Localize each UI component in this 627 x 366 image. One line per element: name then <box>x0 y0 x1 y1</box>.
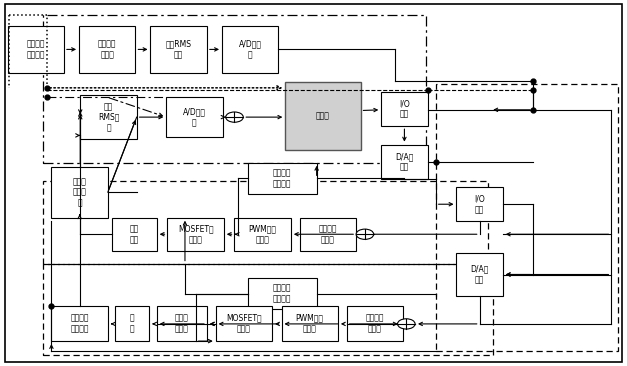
Text: 第一信
号放大
器: 第一信 号放大 器 <box>73 177 87 208</box>
Text: 可调增益
放大器: 可调增益 放大器 <box>319 224 337 244</box>
Text: I/O
接口: I/O 接口 <box>474 194 485 214</box>
Bar <box>456 187 503 221</box>
Bar <box>51 306 108 341</box>
Bar <box>436 84 618 351</box>
Bar <box>222 26 278 73</box>
Bar <box>216 306 272 341</box>
Bar <box>166 97 223 137</box>
Bar <box>150 26 207 73</box>
Text: 第二RMS
电路: 第二RMS 电路 <box>166 40 192 59</box>
Text: 电流负反
馈放大器: 电流负反 馈放大器 <box>273 284 292 303</box>
Bar <box>80 95 137 139</box>
Text: 第二信号
放大器: 第二信号 放大器 <box>98 40 117 59</box>
Bar <box>285 82 361 150</box>
Bar <box>282 306 338 341</box>
Text: A/D转换
器: A/D转换 器 <box>239 40 261 59</box>
Bar <box>234 218 291 251</box>
Text: D/A转
换器: D/A转 换器 <box>395 152 414 172</box>
Bar <box>43 15 426 163</box>
Text: PWM脉宽
调制器: PWM脉宽 调制器 <box>249 224 277 244</box>
Bar <box>248 278 317 309</box>
Bar <box>381 145 428 179</box>
Bar <box>157 306 207 341</box>
Text: D/A转
换器: D/A转 换器 <box>470 265 489 284</box>
Text: 第一加速
度传感器: 第一加速 度传感器 <box>70 314 89 333</box>
Text: 车
身: 车 身 <box>130 314 134 333</box>
Text: I/O
接口: I/O 接口 <box>399 99 410 119</box>
Bar <box>347 306 403 341</box>
Text: 可调增益
放大器: 可调增益 放大器 <box>366 314 384 333</box>
Bar <box>248 163 317 194</box>
Text: 电流负反
馈放大器: 电流负反 馈放大器 <box>273 169 292 188</box>
Bar <box>456 253 503 296</box>
Circle shape <box>398 319 415 329</box>
Text: 直线
电机: 直线 电机 <box>130 224 139 244</box>
Text: A/D转换
器: A/D转换 器 <box>183 107 206 127</box>
Text: 第二加速
度传感器: 第二加速 度传感器 <box>26 40 45 59</box>
Circle shape <box>356 229 374 239</box>
Bar <box>51 167 108 218</box>
Text: 控制器: 控制器 <box>316 112 330 121</box>
Circle shape <box>226 112 243 122</box>
Bar <box>43 181 488 264</box>
Bar <box>115 306 149 341</box>
Bar <box>8 26 64 73</box>
Bar <box>381 92 428 126</box>
Text: MOSFET开
关功放: MOSFET开 关功放 <box>178 224 213 244</box>
Text: PWM脉宽
调制器: PWM脉宽 调制器 <box>296 314 324 333</box>
Bar <box>112 218 157 251</box>
Text: 第一
RMS电
器: 第一 RMS电 器 <box>98 102 119 132</box>
Text: MOSFET开
关功放: MOSFET开 关功放 <box>226 314 261 333</box>
Bar <box>43 264 493 355</box>
Bar <box>167 218 224 251</box>
Bar <box>79 26 135 73</box>
Bar <box>300 218 356 251</box>
Text: 磁流变
阻尼器: 磁流变 阻尼器 <box>175 314 189 333</box>
